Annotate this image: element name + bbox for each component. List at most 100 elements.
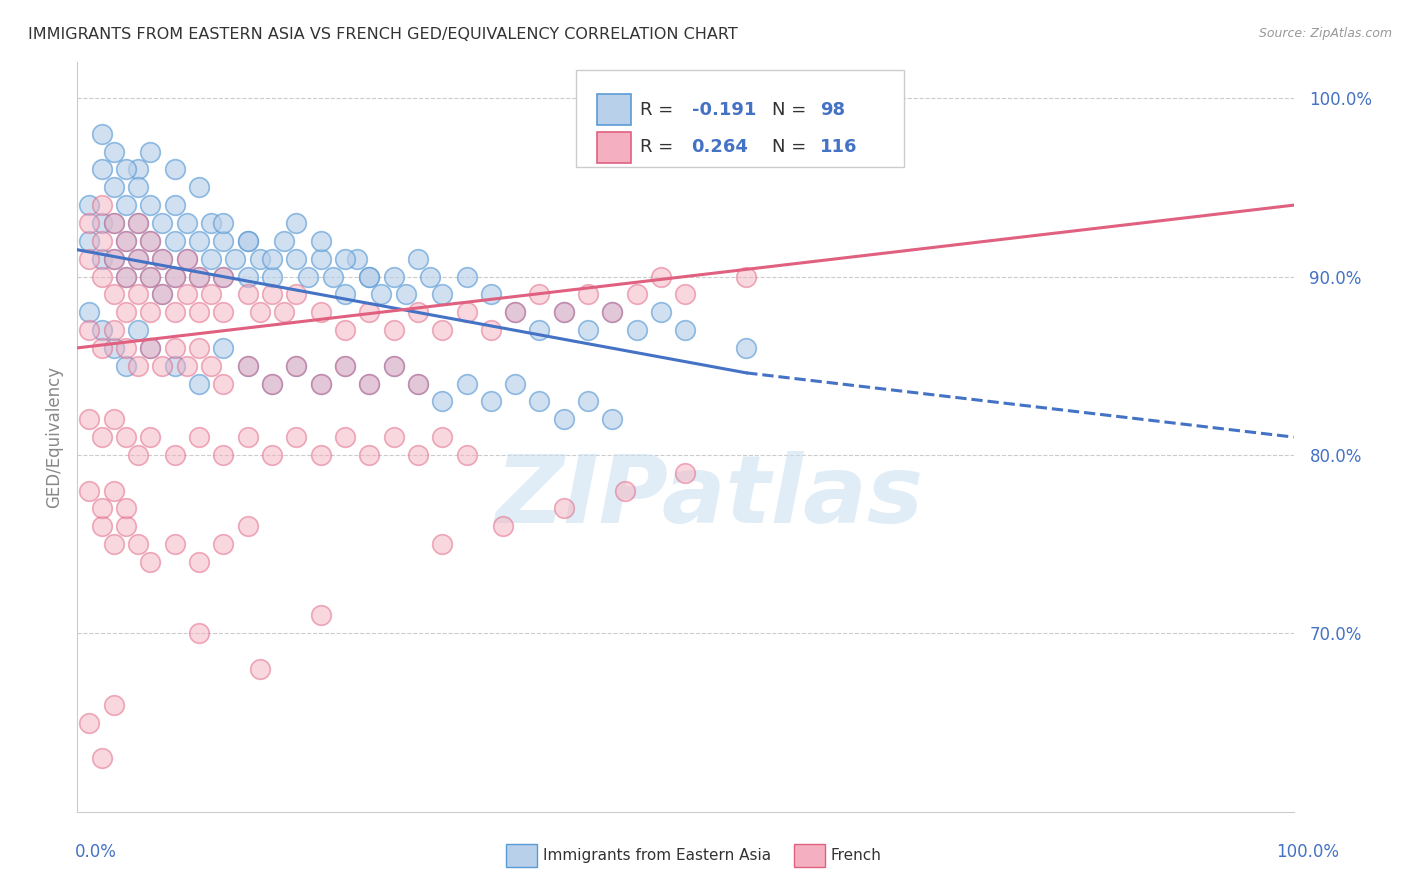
Point (103, 698, 125, 712)
Point (382, 359, 405, 373)
Text: Immigrants from Eastern Asia: Immigrants from Eastern Asia (543, 848, 770, 863)
Point (576, 323, 599, 337)
Point (430, 537, 453, 551)
Point (139, 269, 162, 284)
Point (260, 287, 283, 301)
FancyBboxPatch shape (576, 70, 904, 168)
Point (553, 305, 575, 319)
Point (90, 501, 112, 516)
Point (103, 537, 125, 551)
Point (430, 394, 453, 409)
Point (163, 537, 186, 551)
Point (176, 216, 198, 230)
Point (115, 359, 138, 373)
Point (359, 376, 381, 391)
Point (236, 269, 259, 284)
Point (200, 252, 222, 266)
Y-axis label: GED/Equivalency: GED/Equivalency (45, 366, 63, 508)
Point (273, 234, 295, 248)
Point (90, 162, 112, 177)
Point (176, 252, 198, 266)
Point (479, 323, 502, 337)
Point (139, 341, 162, 355)
Point (212, 216, 235, 230)
Point (249, 662, 271, 676)
Point (79, 323, 101, 337)
Point (90, 127, 112, 141)
Point (346, 252, 368, 266)
Point (395, 287, 418, 301)
Point (382, 359, 405, 373)
Point (626, 287, 648, 301)
Point (127, 537, 149, 551)
Point (576, 394, 599, 409)
Point (90, 430, 112, 444)
Point (139, 269, 162, 284)
Point (430, 323, 453, 337)
Point (90, 234, 112, 248)
Point (224, 252, 246, 266)
Point (188, 269, 211, 284)
Point (152, 287, 174, 301)
Point (260, 269, 283, 284)
Text: -0.191: -0.191 (692, 101, 756, 119)
Point (212, 234, 235, 248)
Point (309, 448, 332, 462)
Point (103, 180, 125, 194)
Text: N =: N = (772, 101, 811, 119)
Point (297, 269, 319, 284)
Point (260, 448, 283, 462)
Point (115, 198, 138, 212)
Point (382, 269, 405, 284)
Point (236, 359, 259, 373)
Point (115, 430, 138, 444)
Point (503, 376, 526, 391)
Point (553, 412, 575, 426)
Point (333, 287, 356, 301)
Point (90, 751, 112, 765)
Point (79, 234, 101, 248)
Point (503, 305, 526, 319)
Text: 100.0%: 100.0% (1277, 843, 1339, 861)
Point (152, 359, 174, 373)
Point (406, 305, 429, 319)
Point (139, 234, 162, 248)
Point (382, 323, 405, 337)
Point (430, 430, 453, 444)
Point (333, 359, 356, 373)
Point (115, 234, 138, 248)
Point (200, 287, 222, 301)
Point (333, 323, 356, 337)
Point (115, 269, 138, 284)
Point (675, 323, 697, 337)
Point (260, 376, 283, 391)
Point (212, 537, 235, 551)
Point (529, 394, 551, 409)
Point (127, 359, 149, 373)
Point (127, 323, 149, 337)
Point (139, 145, 162, 159)
Point (103, 323, 125, 337)
Point (735, 269, 758, 284)
Point (359, 376, 381, 391)
Point (90, 323, 112, 337)
Point (576, 287, 599, 301)
Point (285, 216, 308, 230)
Point (90, 252, 112, 266)
FancyBboxPatch shape (596, 94, 631, 126)
Point (103, 252, 125, 266)
Point (163, 198, 186, 212)
Point (163, 269, 186, 284)
Point (200, 359, 222, 373)
Text: 116: 116 (821, 138, 858, 156)
Point (103, 341, 125, 355)
Point (79, 216, 101, 230)
Point (139, 234, 162, 248)
Point (675, 287, 697, 301)
Point (188, 305, 211, 319)
Point (90, 519, 112, 533)
Point (103, 216, 125, 230)
Point (309, 234, 332, 248)
Point (163, 448, 186, 462)
Point (333, 359, 356, 373)
